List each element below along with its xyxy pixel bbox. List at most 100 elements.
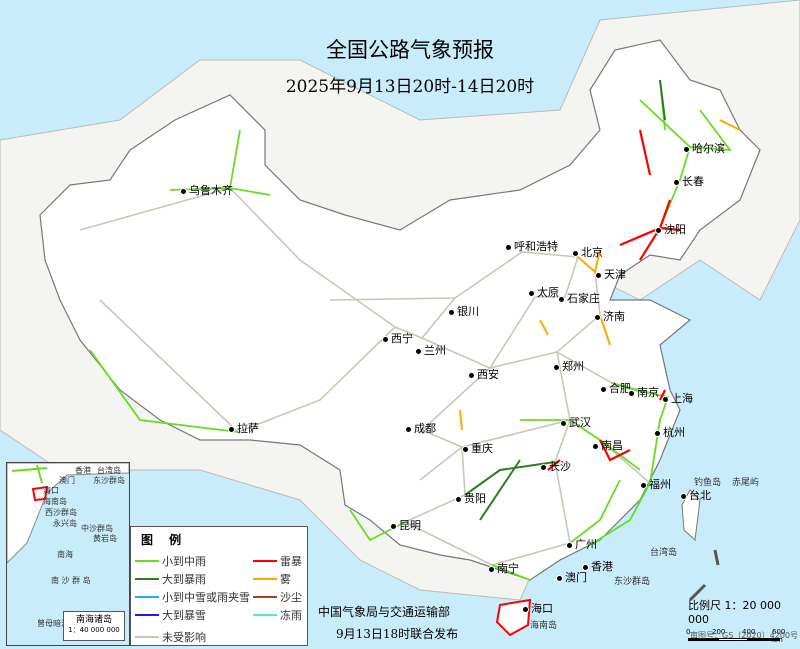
city-dot-icon (455, 495, 462, 503)
city-dot-icon (594, 313, 601, 321)
city-label: 台北 (680, 487, 711, 503)
city-name: 银川 (457, 305, 479, 318)
city-label: 呼和浩特 (505, 238, 558, 254)
city-label: 郑州 (553, 358, 584, 374)
city-name: 杭州 (663, 426, 685, 439)
legend-swatch (253, 596, 277, 598)
roads-fog (459, 119, 741, 431)
legend-label: 大到暴雪 (162, 609, 206, 622)
scale-tick: 400 (742, 628, 756, 636)
city-label: 太原 (528, 284, 559, 300)
city-label: 兰州 (415, 342, 446, 358)
issuer: 中国气象局与交通运输部 (318, 605, 451, 619)
city-label: 哈尔滨 (683, 140, 725, 156)
inset-label: 西沙群岛 (45, 508, 77, 517)
city-dot-icon (566, 541, 573, 549)
scale-tick: 200 (712, 628, 726, 636)
legend-item: 雾 (253, 571, 291, 587)
inset-scale: 1：40 000 000 (68, 626, 120, 634)
city-label: 贵阳 (455, 490, 486, 506)
city-name: 台北 (689, 489, 711, 502)
city-name: 拉萨 (237, 422, 259, 435)
city-name: 武汉 (569, 416, 591, 429)
city-name: 昆明 (399, 519, 421, 532)
legend-item: 未受影响 (135, 629, 206, 645)
city-dot-icon (540, 463, 547, 471)
city-dot-icon (528, 289, 535, 297)
city-label: 香港 (582, 558, 613, 574)
legend-item: 大到暴雪 (135, 607, 206, 623)
city-dot-icon (662, 395, 669, 403)
legend-swatch (253, 614, 277, 616)
south-china-sea-inset: 香港 澳门 台湾岛 东沙群岛 海口 海南岛 西沙群岛 永兴岛 中沙群岛 黄岩岛 南海南 沙 群 岛曾… (6, 462, 130, 646)
city-name: 石家庄 (567, 292, 600, 305)
legend-item: 小到中雨 (135, 553, 206, 569)
city-name: 乌鲁木齐 (189, 184, 233, 197)
city-name: 郑州 (562, 360, 584, 373)
city-label: 成都 (405, 420, 436, 436)
city-name: 天津 (604, 268, 626, 281)
city-label: 银川 (448, 303, 479, 319)
city-dot-icon (556, 574, 563, 582)
city-name: 合肥 (609, 382, 631, 395)
sea-label: 海南岛 (530, 621, 558, 631)
inset-label: 东沙群岛 (93, 476, 125, 485)
city-name: 上海 (671, 392, 693, 405)
legend-item: 雷暴 (253, 553, 302, 569)
city-dot-icon (654, 429, 661, 437)
city-dot-icon (382, 335, 389, 343)
city-name: 长沙 (549, 460, 571, 473)
scale-tick: 600 km (772, 628, 786, 644)
legend-label: 未受影响 (162, 631, 206, 644)
city-dot-icon (572, 249, 579, 257)
legend-item: 冻雨 (253, 607, 302, 623)
inset-label: 澳门 (59, 476, 75, 485)
city-dot-icon (628, 389, 635, 397)
city-dot-icon (462, 445, 469, 453)
approval-number: 审图号：GS（2020）4200号 (690, 631, 798, 640)
city-name: 南昌 (601, 439, 623, 452)
legend-label: 沙尘 (280, 591, 302, 604)
city-label: 南宁 (488, 560, 519, 576)
inset-canvas (7, 463, 129, 564)
city-name: 西安 (477, 368, 499, 381)
city-name: 南京 (637, 386, 659, 399)
city-dot-icon (592, 442, 599, 450)
city-label: 广州 (566, 536, 597, 552)
legend-swatch (135, 578, 159, 580)
inset-label: 南 沙 群 岛 (51, 576, 91, 585)
city-dot-icon (505, 243, 512, 251)
city-name: 哈尔滨 (692, 142, 725, 155)
city-dot-icon (488, 565, 495, 573)
legend-swatch (253, 560, 277, 562)
city-label: 乌鲁木齐 (180, 182, 233, 198)
legend-swatch (135, 636, 159, 638)
city-name: 南宁 (497, 562, 519, 575)
city-name: 长春 (682, 175, 704, 188)
city-name: 成都 (414, 422, 436, 435)
city-dot-icon (522, 605, 529, 613)
city-label: 海口 (522, 600, 553, 616)
city-name: 北京 (581, 246, 603, 259)
hainan-island (495, 598, 532, 637)
city-label: 长沙 (540, 458, 571, 474)
city-dot-icon (415, 347, 422, 355)
city-label: 澳门 (556, 569, 587, 585)
legend-item: 大到暴雨 (135, 571, 206, 587)
city-dot-icon (228, 425, 235, 433)
city-label: 福州 (640, 476, 671, 492)
city-dot-icon (390, 522, 397, 530)
inset-label: 中沙群岛 (81, 524, 113, 533)
city-label: 南京 (628, 384, 659, 400)
city-label: 石家庄 (558, 290, 600, 306)
nine-dash-line (688, 549, 720, 602)
city-label: 西安 (468, 366, 499, 382)
legend: 图 例 小到中雨 大到暴雨 小到中雪或雨夹雪 大到暴雪 未受影响 雷暴雾沙尘 冻雨 (130, 526, 308, 646)
inset-label: 南海 (57, 550, 73, 559)
city-label: 拉萨 (228, 420, 259, 436)
city-dot-icon (553, 363, 560, 371)
city-name: 澳门 (565, 571, 587, 584)
city-dot-icon (673, 178, 680, 186)
city-label: 济南 (594, 308, 625, 324)
city-label: 杭州 (654, 424, 685, 440)
